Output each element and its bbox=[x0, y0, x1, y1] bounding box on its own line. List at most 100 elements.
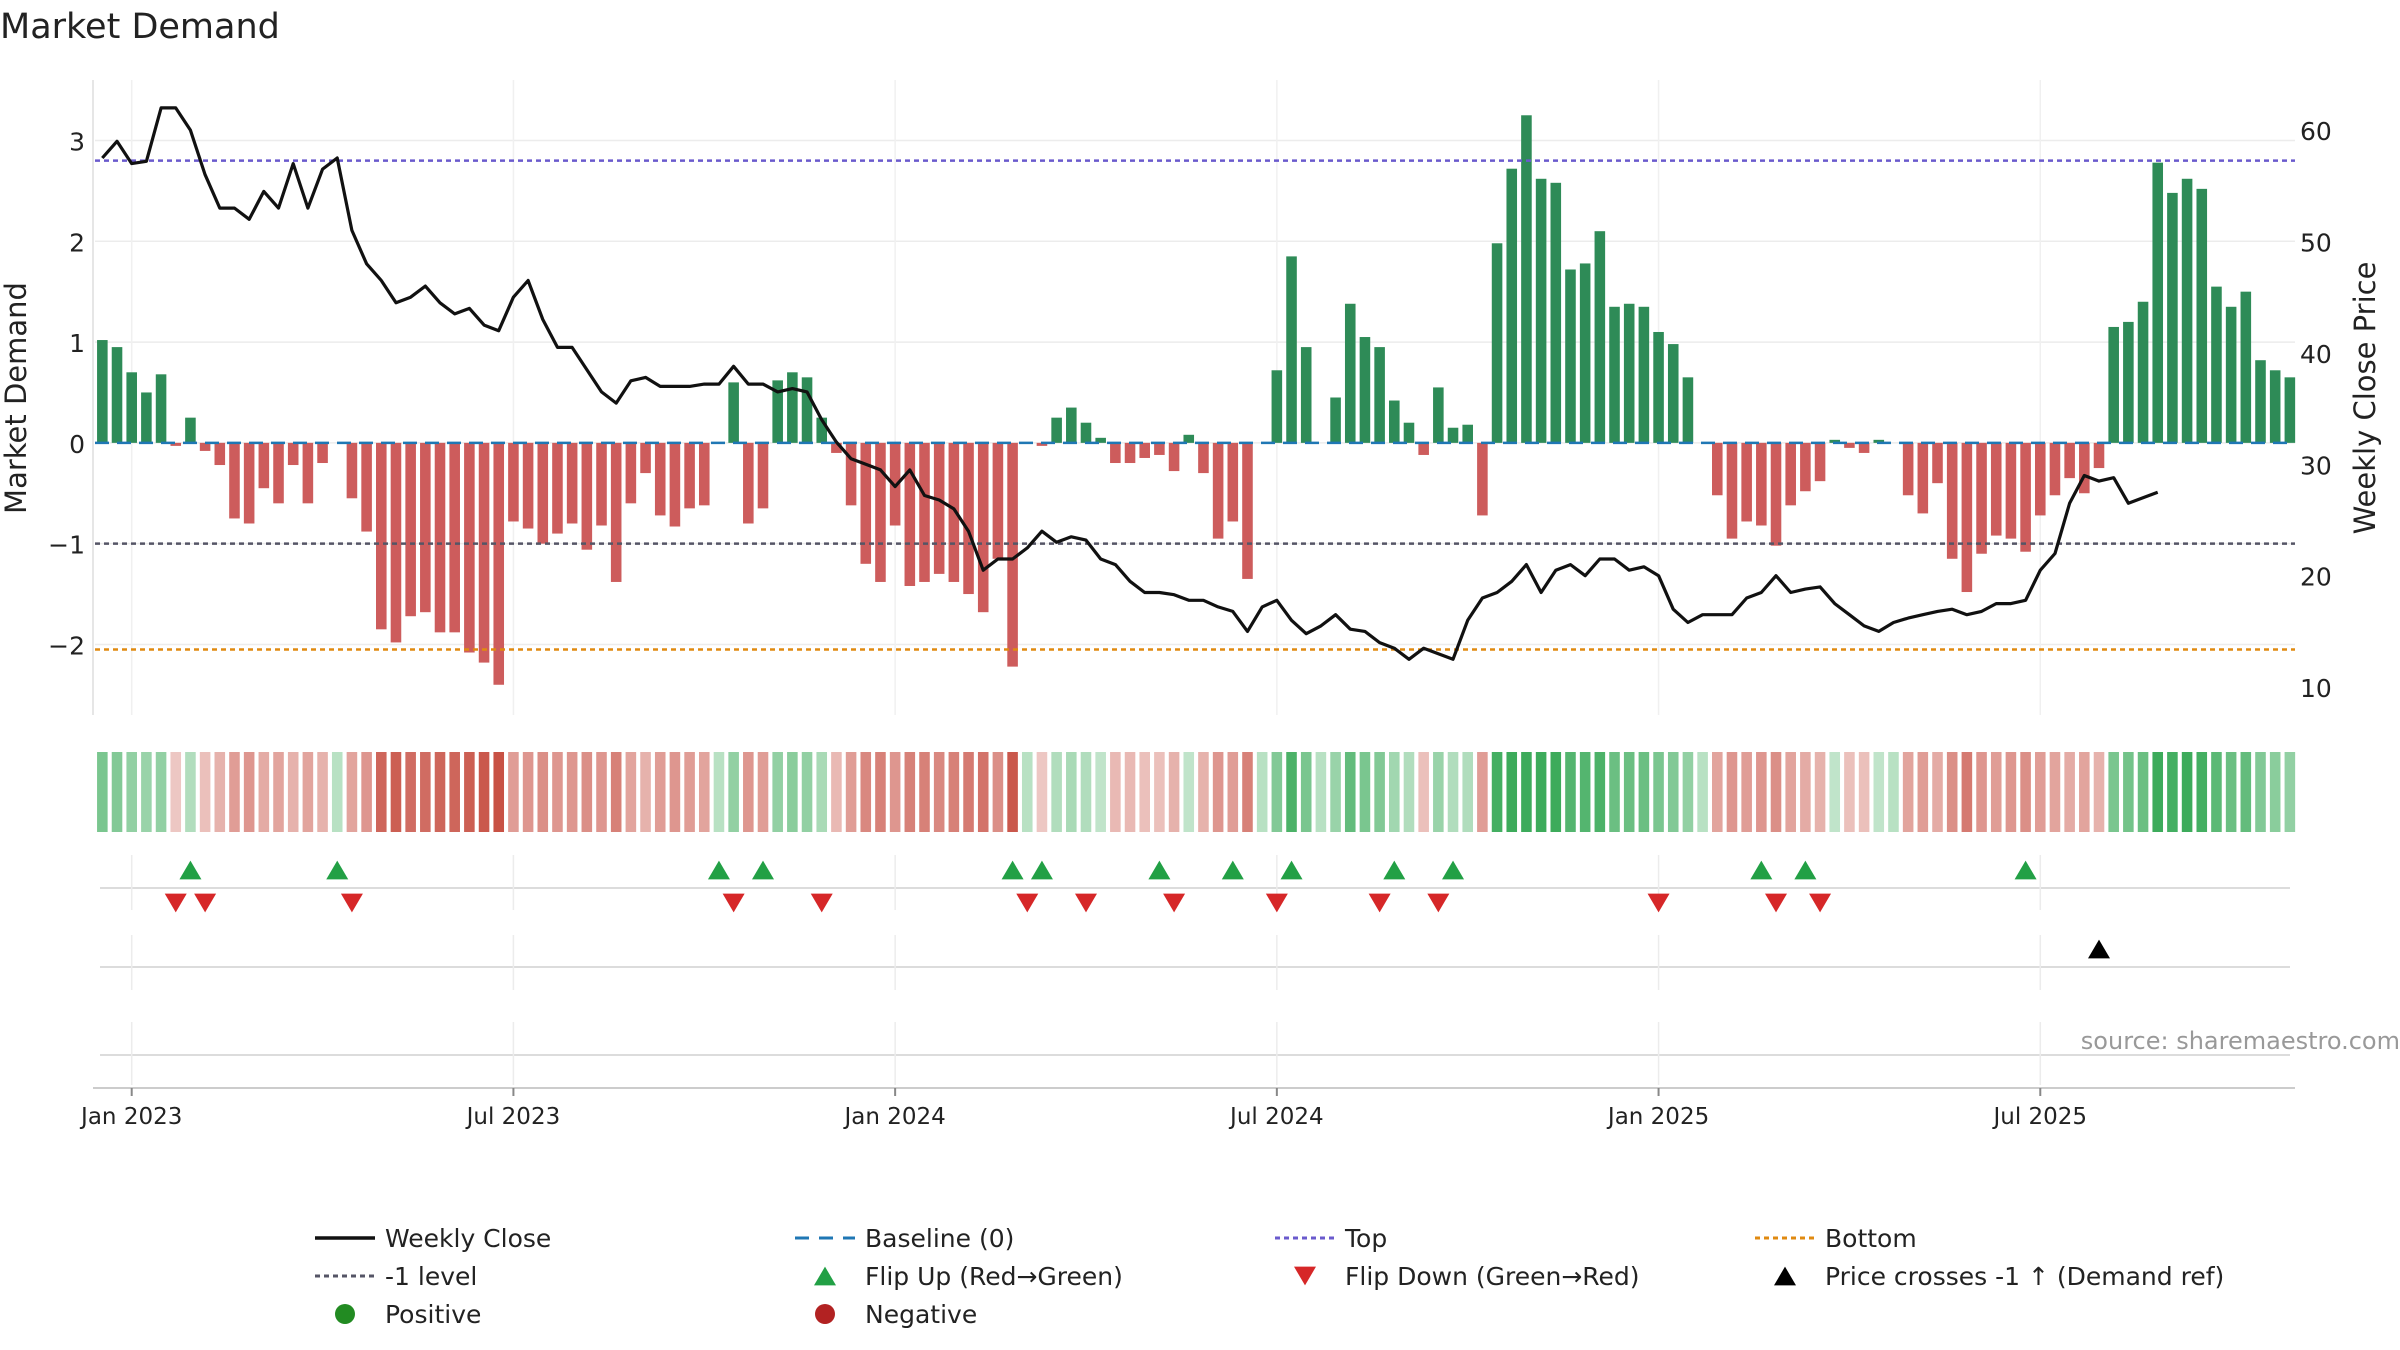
flip-down-marker bbox=[1163, 893, 1186, 913]
demand-bar bbox=[1168, 442, 1180, 472]
legend-item: -1 level bbox=[315, 1262, 477, 1291]
demand-bar bbox=[743, 442, 754, 524]
demand-bar bbox=[1227, 442, 1239, 522]
heat-cell bbox=[2137, 752, 2149, 832]
heat-cell bbox=[243, 752, 255, 832]
demand-bar bbox=[596, 442, 607, 526]
demand-bar bbox=[1183, 434, 1195, 443]
legend-swatch-triangle-up bbox=[814, 1266, 836, 1286]
demand-bar bbox=[287, 442, 299, 466]
y2-tick-label: 30 bbox=[2300, 451, 2332, 480]
heat-cell bbox=[919, 752, 930, 832]
heat-cell bbox=[273, 752, 284, 832]
heat-cell bbox=[1667, 752, 1679, 832]
heat-cell bbox=[2181, 752, 2193, 832]
demand-bar bbox=[1579, 263, 1591, 443]
heat-cell bbox=[1521, 752, 1532, 832]
demand-bar bbox=[1623, 303, 1635, 443]
x-tick-label: Jan 2023 bbox=[79, 1104, 182, 1130]
heat-cell bbox=[1785, 752, 1796, 832]
heat-cell bbox=[757, 752, 769, 832]
y2-axis-label: Weekly Close Price bbox=[2348, 262, 2382, 535]
demand-bar bbox=[1491, 243, 1503, 443]
demand-bar bbox=[625, 442, 637, 504]
demand-bar bbox=[2093, 442, 2105, 469]
demand-bar bbox=[2225, 306, 2237, 443]
demand-bar bbox=[801, 377, 813, 443]
demand-bar bbox=[1932, 442, 1943, 484]
demand-bar bbox=[258, 442, 270, 489]
legend-swatch-triangle-down bbox=[1294, 1266, 1316, 1286]
demand-bar bbox=[1858, 442, 1870, 453]
heat-cell bbox=[552, 752, 563, 832]
demand-bar bbox=[654, 442, 666, 516]
x-axis-ticks: Jan 2023 Jul 2023 Jan 2024 Jul 2024 Jan 2025… bbox=[79, 1087, 2295, 1130]
demand-bar bbox=[478, 442, 490, 663]
demand-bar bbox=[1139, 442, 1151, 458]
demand-bar bbox=[1036, 442, 1048, 446]
demand-bar bbox=[1770, 442, 1782, 546]
demand-bar bbox=[787, 372, 798, 443]
demand-bar bbox=[199, 442, 211, 451]
heat-cell bbox=[1271, 752, 1283, 832]
demand-bar bbox=[1535, 178, 1547, 443]
legend-label: Price crosses -1 ↑ (Demand ref) bbox=[1825, 1262, 2224, 1291]
demand-bars bbox=[97, 115, 2296, 685]
heat-cell bbox=[1858, 752, 1870, 832]
heat-cell bbox=[1902, 752, 1914, 832]
heat-cell bbox=[1066, 752, 1077, 832]
legend-item: Negative bbox=[815, 1300, 977, 1329]
demand-bar bbox=[141, 392, 152, 443]
legend-item: Bottom bbox=[1755, 1224, 1917, 1253]
y2-tick-label: 10 bbox=[2300, 674, 2332, 703]
heat-cell bbox=[1990, 752, 2002, 832]
demand-bar bbox=[522, 442, 534, 529]
heat-cell bbox=[728, 752, 739, 832]
heat-cell bbox=[963, 752, 974, 832]
heat-cell bbox=[126, 752, 137, 832]
legend: Weekly Close Baseline (0) Top Bottom -1 leve… bbox=[315, 1224, 2224, 1329]
heat-cell bbox=[1344, 752, 1356, 832]
heat-cell bbox=[1535, 752, 1547, 832]
demand-bar bbox=[1873, 439, 1885, 443]
demand-bar bbox=[1007, 442, 1018, 667]
demand-bar bbox=[449, 442, 460, 633]
heat-cell bbox=[2079, 752, 2090, 832]
flip-markers-panel bbox=[100, 855, 2290, 913]
heat-cell bbox=[1477, 752, 1488, 832]
heat-cell bbox=[346, 752, 358, 832]
heat-cell bbox=[537, 752, 549, 832]
flip-down-marker bbox=[810, 893, 833, 913]
legend-swatch-triangle-up bbox=[1774, 1266, 1796, 1286]
demand-bar bbox=[1154, 442, 1165, 455]
heat-cell bbox=[1873, 752, 1885, 832]
demand-bar bbox=[537, 442, 549, 544]
heat-cell bbox=[625, 752, 637, 832]
flip-up-marker bbox=[1794, 860, 1817, 880]
demand-bar bbox=[1609, 306, 1620, 443]
legend-label: Bottom bbox=[1825, 1224, 1917, 1253]
legend-item: Positive bbox=[335, 1300, 481, 1329]
heat-cell bbox=[1433, 752, 1444, 832]
heat-cell bbox=[1462, 752, 1473, 832]
demand-bar bbox=[1917, 442, 1929, 514]
demand-bar bbox=[1286, 256, 1297, 443]
demand-bar bbox=[1565, 269, 1576, 443]
demand-bar bbox=[302, 442, 314, 504]
demand-bar bbox=[1800, 442, 1811, 492]
legend-item: Weekly Close bbox=[315, 1224, 551, 1253]
demand-bar bbox=[111, 347, 123, 443]
legend-label: Weekly Close bbox=[385, 1224, 551, 1253]
demand-bar bbox=[816, 417, 828, 443]
heat-cell bbox=[2167, 752, 2178, 832]
demand-bar bbox=[1785, 442, 1796, 506]
heat-cell bbox=[684, 752, 695, 832]
demand-bar bbox=[1198, 442, 1209, 474]
demand-bar bbox=[1667, 344, 1679, 443]
price-cross-panel bbox=[100, 935, 2290, 990]
y-tick-label: 1 bbox=[69, 329, 85, 358]
heat-cell bbox=[317, 752, 328, 832]
demand-bar bbox=[1242, 442, 1253, 579]
heat-cell bbox=[831, 752, 842, 832]
flip-up-marker bbox=[752, 860, 775, 880]
